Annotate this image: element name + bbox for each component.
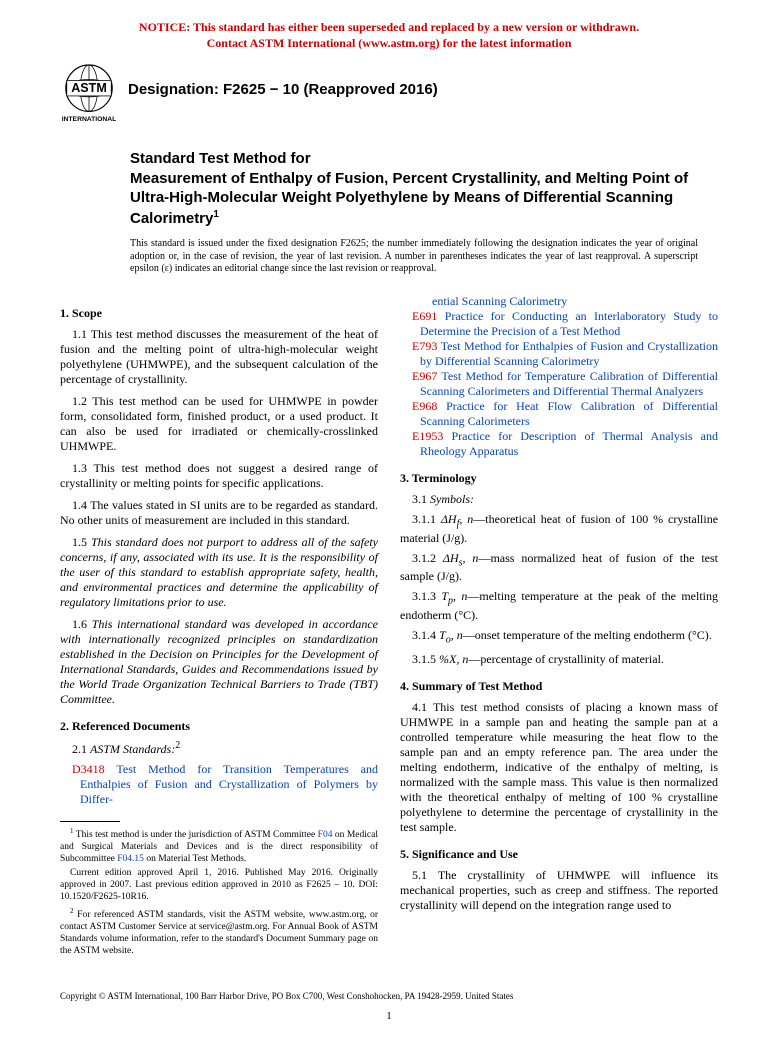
fn2-text: For referenced ASTM standards, visit the…	[60, 910, 378, 956]
ref-e968[interactable]: E968 Practice for Heat Flow Calibration …	[400, 399, 718, 429]
sym-313: 3.1.3 Tp, n—melting temperature at the p…	[400, 589, 718, 623]
symbols-num: 3.1	[412, 492, 430, 506]
fn1-link2[interactable]: F04.15	[117, 854, 144, 864]
title-sup: 1	[213, 209, 219, 220]
ref-code: E1953	[412, 429, 443, 443]
issuance-note: This standard is issued under the fixed …	[130, 238, 718, 276]
ref-e691[interactable]: E691 Practice for Conducting an Interlab…	[400, 309, 718, 339]
significance-head: 5. Significance and Use	[400, 847, 718, 862]
title-block: Standard Test Method for Measurement of …	[130, 149, 718, 228]
sym-314: 3.1.4 To, n—onset temperature of the mel…	[400, 628, 718, 647]
svg-text:ASTM: ASTM	[71, 81, 107, 95]
ref-code: E691	[412, 309, 437, 323]
ref-text: Practice for Heat Flow Calibration of Di…	[420, 399, 718, 428]
fn1a: This test method is under the jurisdicti…	[76, 830, 318, 840]
refdoc-sub-text: ASTM Standards:	[90, 742, 175, 756]
scope-p1: 1.1 This test method discusses the measu…	[60, 327, 378, 387]
scope-head: 1. Scope	[60, 306, 378, 321]
scope-p2: 1.2 This test method can be used for UHM…	[60, 394, 378, 454]
ref-text: Test Method for Transition Temperatures …	[80, 762, 378, 806]
ref-code: E793	[412, 339, 437, 353]
right-column: ential Scanning Calorimetry E691 Practic…	[400, 294, 718, 961]
fn1c: on Material Test Methods.	[144, 854, 246, 864]
header-row: ASTM INTERNATIONAL Designation: F2625 − …	[60, 63, 718, 125]
terminology-head: 3. Terminology	[400, 471, 718, 486]
ref-cont[interactable]: ential Scanning Calorimetry	[400, 294, 718, 309]
ref-text: Practice for Conducting an Interlaborato…	[420, 309, 718, 338]
title-main: Measurement of Enthalpy of Fusion, Perce…	[130, 169, 718, 229]
refdoc-sub-num: 2.1	[72, 742, 90, 756]
sym-312: 3.1.2 ΔHs, n—mass normalized heat of fus…	[400, 551, 718, 585]
ref-text: Test Method for Enthalpies of Fusion and…	[420, 339, 718, 368]
notice-line1: NOTICE: This standard has either been su…	[139, 20, 639, 34]
svg-text:INTERNATIONAL: INTERNATIONAL	[62, 116, 117, 123]
refdoc-head: 2. Referenced Documents	[60, 719, 378, 734]
ref-d3418[interactable]: D3418 Test Method for Transition Tempera…	[60, 762, 378, 807]
left-column: 1. Scope 1.1 This test method discusses …	[60, 294, 378, 961]
footnote-2: 2 For referenced ASTM standards, visit t…	[60, 907, 378, 958]
title-lead: Standard Test Method for	[130, 149, 718, 169]
scope-p3: 1.3 This test method does not suggest a …	[60, 461, 378, 491]
scope-p5a: 1.5	[72, 535, 91, 549]
sym-315: 3.1.5 %X, n—percentage of crystallinity …	[400, 652, 718, 667]
symbols-text: Symbols:	[430, 492, 474, 506]
significance-p1: 5.1 The crystallinity of UHMWPE will inf…	[400, 868, 718, 913]
ref-code: E967	[412, 369, 437, 383]
ref-e1953[interactable]: E1953 Practice for Description of Therma…	[400, 429, 718, 459]
page-number: 1	[60, 1010, 718, 1024]
ref-code: D3418	[72, 762, 105, 776]
fn1-link1[interactable]: F04	[318, 830, 333, 840]
ref-text: Practice for Description of Thermal Anal…	[420, 429, 718, 458]
symbols-sub: 3.1 Symbols:	[400, 492, 718, 507]
refdoc-sup: 2	[175, 740, 180, 751]
scope-p6a: 1.6	[72, 617, 92, 631]
designation: Designation: F2625 − 10 (Reapproved 2016…	[128, 63, 438, 100]
notice-banner: NOTICE: This standard has either been su…	[60, 20, 718, 51]
footnote-rule	[60, 821, 120, 822]
footnote-1d: Current edition approved April 1, 2016. …	[60, 868, 378, 904]
content-columns: 1. Scope 1.1 This test method discusses …	[60, 294, 718, 961]
scope-p5: 1.5 This standard does not purport to ad…	[60, 535, 378, 610]
ref-text: Test Method for Temperature Calibration …	[420, 369, 718, 398]
copyright: Copyright © ASTM International, 100 Barr…	[60, 991, 718, 1002]
notice-line2: Contact ASTM International (www.astm.org…	[207, 36, 572, 50]
summary-p1: 4.1 This test method consists of placing…	[400, 700, 718, 835]
summary-head: 4. Summary of Test Method	[400, 679, 718, 694]
ref-e967[interactable]: E967 Test Method for Temperature Calibra…	[400, 369, 718, 399]
sym-311: 3.1.1 ΔHf, n—theoretical heat of fusion …	[400, 512, 718, 546]
scope-p5b: This standard does not purport to addres…	[60, 535, 378, 609]
ref-code: E968	[412, 399, 437, 413]
refdoc-sub: 2.1 ASTM Standards:2	[60, 740, 378, 757]
scope-p6: 1.6 This international standard was deve…	[60, 617, 378, 707]
scope-p4: 1.4 The values stated in SI units are to…	[60, 498, 378, 528]
scope-p6b: This international standard was develope…	[60, 617, 378, 706]
astm-logo: ASTM INTERNATIONAL	[60, 63, 118, 125]
footnote-1: 1 This test method is under the jurisdic…	[60, 827, 378, 866]
ref-e793[interactable]: E793 Test Method for Enthalpies of Fusio…	[400, 339, 718, 369]
